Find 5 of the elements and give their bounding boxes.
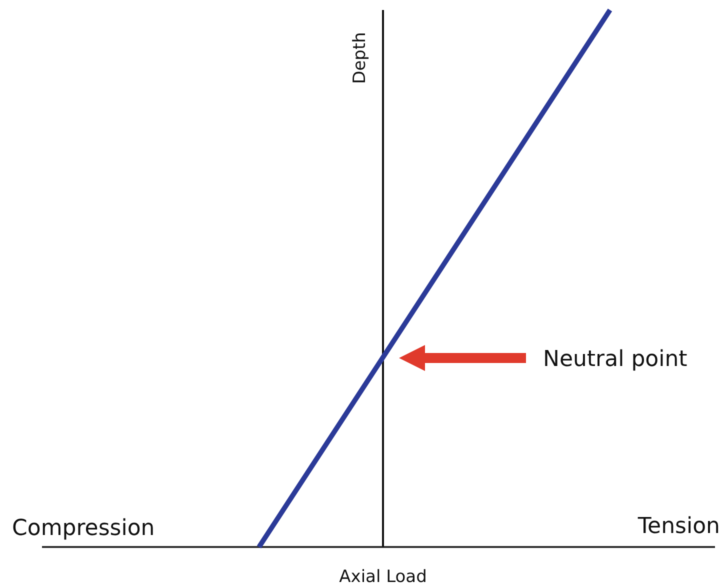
y-axis-title: Depth [350,32,370,84]
annotation: Compression [12,516,155,541]
annotation: Tension [636,514,720,539]
x-axis-title: Axial Load [339,567,427,587]
annotation: Neutral point [543,347,688,372]
